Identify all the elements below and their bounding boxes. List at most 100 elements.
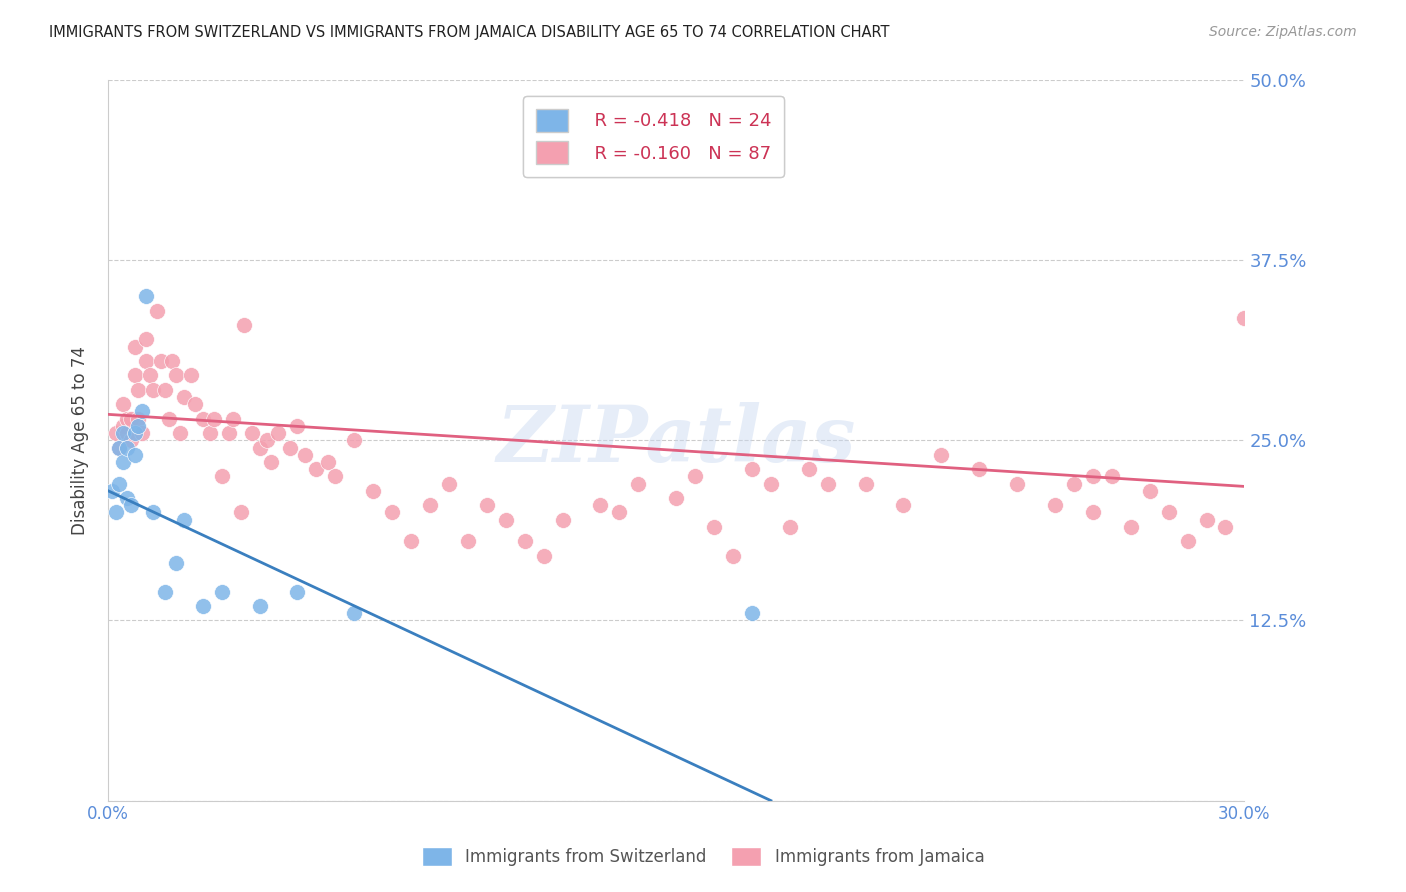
Point bbox=[153, 584, 176, 599]
Point bbox=[124, 448, 146, 462]
Point bbox=[108, 476, 131, 491]
Point bbox=[112, 426, 135, 441]
Point bbox=[779, 520, 801, 534]
Point bbox=[101, 483, 124, 498]
Point bbox=[120, 411, 142, 425]
Point bbox=[104, 505, 127, 519]
Point bbox=[249, 441, 271, 455]
Point bbox=[323, 469, 346, 483]
Legend: Immigrants from Switzerland, Immigrants from Jamaica: Immigrants from Switzerland, Immigrants … bbox=[413, 838, 993, 875]
Point bbox=[165, 368, 187, 383]
Point bbox=[165, 556, 187, 570]
Point bbox=[135, 289, 157, 303]
Point bbox=[399, 534, 422, 549]
Point bbox=[855, 476, 877, 491]
Point bbox=[609, 505, 631, 519]
Point bbox=[1005, 476, 1028, 491]
Point bbox=[157, 411, 180, 425]
Point bbox=[457, 534, 479, 549]
Point bbox=[495, 512, 517, 526]
Point bbox=[1101, 469, 1123, 483]
Point bbox=[169, 426, 191, 441]
Point bbox=[1063, 476, 1085, 491]
Point bbox=[173, 390, 195, 404]
Point bbox=[200, 426, 222, 441]
Point bbox=[287, 418, 309, 433]
Point bbox=[267, 426, 290, 441]
Point bbox=[180, 368, 202, 383]
Point bbox=[150, 354, 173, 368]
Text: ZIPatlas: ZIPatlas bbox=[496, 402, 856, 478]
Point bbox=[142, 505, 165, 519]
Point bbox=[1081, 469, 1104, 483]
Point bbox=[162, 354, 184, 368]
Point bbox=[305, 462, 328, 476]
Point bbox=[551, 512, 574, 526]
Point bbox=[135, 333, 157, 347]
Point bbox=[115, 426, 138, 441]
Point bbox=[233, 318, 256, 332]
Point bbox=[184, 397, 207, 411]
Point bbox=[108, 441, 131, 455]
Y-axis label: Disability Age 65 to 74: Disability Age 65 to 74 bbox=[72, 346, 89, 534]
Point bbox=[138, 368, 160, 383]
Point bbox=[131, 426, 153, 441]
Point bbox=[211, 469, 233, 483]
Point bbox=[817, 476, 839, 491]
Point bbox=[287, 584, 309, 599]
Point bbox=[1215, 520, 1237, 534]
Point bbox=[419, 498, 441, 512]
Point bbox=[316, 455, 339, 469]
Point bbox=[104, 426, 127, 441]
Point bbox=[721, 549, 744, 563]
Point bbox=[131, 404, 153, 418]
Point bbox=[627, 476, 650, 491]
Point bbox=[665, 491, 688, 505]
Point bbox=[112, 418, 135, 433]
Point bbox=[1195, 512, 1218, 526]
Point bbox=[108, 441, 131, 455]
Point bbox=[222, 411, 245, 425]
Point bbox=[1043, 498, 1066, 512]
Point bbox=[240, 426, 263, 441]
Point bbox=[135, 354, 157, 368]
Point bbox=[931, 448, 953, 462]
Point bbox=[124, 368, 146, 383]
Point bbox=[1119, 520, 1142, 534]
Point bbox=[124, 340, 146, 354]
Point bbox=[120, 498, 142, 512]
Point bbox=[146, 303, 169, 318]
Point bbox=[278, 441, 301, 455]
Point bbox=[475, 498, 498, 512]
Point bbox=[589, 498, 612, 512]
Point bbox=[759, 476, 782, 491]
Point bbox=[343, 434, 366, 448]
Point bbox=[153, 383, 176, 397]
Point bbox=[120, 434, 142, 448]
Point bbox=[967, 462, 990, 476]
Point bbox=[124, 426, 146, 441]
Point bbox=[211, 584, 233, 599]
Point bbox=[437, 476, 460, 491]
Point bbox=[229, 505, 252, 519]
Point bbox=[513, 534, 536, 549]
Point bbox=[115, 411, 138, 425]
Point bbox=[893, 498, 915, 512]
Point bbox=[191, 411, 214, 425]
Point bbox=[1157, 505, 1180, 519]
Point bbox=[361, 483, 384, 498]
Point bbox=[683, 469, 706, 483]
Point bbox=[260, 455, 283, 469]
Point bbox=[1081, 505, 1104, 519]
Point bbox=[112, 455, 135, 469]
Point bbox=[249, 599, 271, 613]
Point bbox=[741, 462, 763, 476]
Point bbox=[127, 418, 149, 433]
Point bbox=[381, 505, 404, 519]
Point bbox=[256, 434, 278, 448]
Point bbox=[112, 397, 135, 411]
Point bbox=[343, 607, 366, 621]
Legend:   R = -0.418   N = 24,   R = -0.160   N = 87: R = -0.418 N = 24, R = -0.160 N = 87 bbox=[523, 96, 783, 177]
Point bbox=[218, 426, 240, 441]
Point bbox=[127, 411, 149, 425]
